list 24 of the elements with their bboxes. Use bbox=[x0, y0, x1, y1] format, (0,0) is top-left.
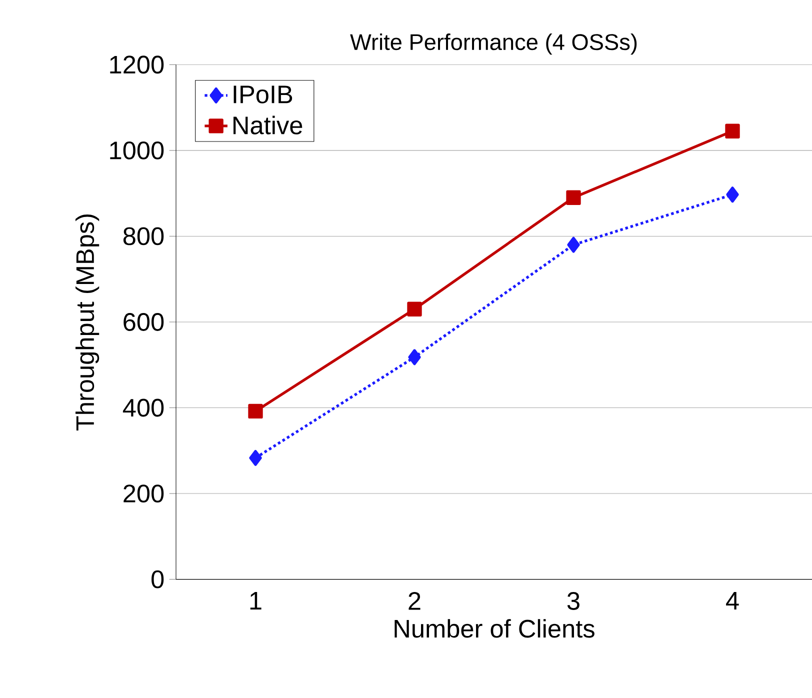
x-tick-label: 4 bbox=[726, 592, 739, 610]
y-tick-label: 200 bbox=[124, 484, 164, 503]
legend-label: IPoIB bbox=[234, 86, 292, 104]
y-tick-label: 0 bbox=[152, 570, 164, 588]
legend-label: Native bbox=[234, 116, 302, 134]
x-axis-title: Number of Clients bbox=[394, 619, 594, 638]
point bbox=[407, 302, 422, 316]
point bbox=[249, 450, 262, 466]
x-tick-label: 1 bbox=[250, 592, 262, 610]
y-axis-title: Throughput (MBps) bbox=[76, 214, 100, 431]
y-tick-label: 1200 bbox=[110, 56, 164, 74]
x-tick-label: 2 bbox=[408, 592, 420, 610]
point bbox=[408, 349, 421, 366]
y-tick-label: 600 bbox=[124, 313, 164, 331]
point bbox=[566, 190, 581, 205]
y-tick-label: 1000 bbox=[110, 141, 164, 160]
point bbox=[725, 124, 740, 138]
y-tick-label: 800 bbox=[123, 227, 164, 246]
chart-title: Write Performance (4 OSSs) bbox=[350, 34, 637, 55]
point bbox=[726, 186, 739, 203]
point bbox=[567, 236, 580, 253]
x-tick-label: 3 bbox=[567, 592, 580, 610]
point bbox=[248, 404, 263, 419]
y-tick-label: 400 bbox=[122, 398, 164, 417]
